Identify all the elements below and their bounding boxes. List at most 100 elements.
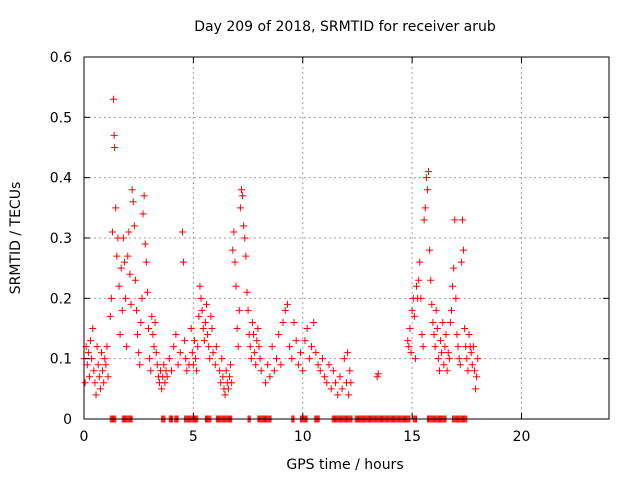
data-point <box>91 379 99 387</box>
data-point <box>227 361 235 369</box>
data-point <box>450 264 458 272</box>
data-point <box>90 367 98 375</box>
data-point <box>197 294 205 302</box>
data-point <box>251 349 259 357</box>
data-point <box>456 361 464 369</box>
data-point <box>465 331 473 339</box>
data-point <box>473 373 481 381</box>
data-point <box>292 337 300 345</box>
y-tick-label: 0.3 <box>50 231 72 247</box>
data-point <box>142 258 150 266</box>
data-point <box>255 343 263 351</box>
data-point <box>242 252 250 260</box>
data-point <box>152 349 160 357</box>
data-point <box>336 373 344 381</box>
data-point <box>122 294 130 302</box>
data-point <box>110 95 118 103</box>
data-point <box>112 204 120 212</box>
data-point <box>180 258 188 266</box>
data-point <box>230 228 238 236</box>
data-point <box>111 144 119 151</box>
data-point <box>303 325 311 332</box>
data-point <box>247 355 255 363</box>
data-point <box>87 337 95 345</box>
data-point <box>334 391 342 399</box>
data-point <box>161 379 169 387</box>
data-point <box>99 367 107 375</box>
data-point <box>181 337 189 345</box>
data-point <box>407 349 415 357</box>
data-point <box>151 318 159 326</box>
data-point <box>201 318 209 326</box>
data-point <box>110 131 118 139</box>
data-point <box>404 337 412 345</box>
data-point <box>312 349 320 357</box>
data-point <box>299 367 307 375</box>
data-point <box>125 228 133 236</box>
data-point <box>116 331 124 339</box>
data-point <box>209 349 217 357</box>
data-point <box>310 318 318 326</box>
data-point <box>283 300 291 308</box>
data-point <box>470 367 478 375</box>
data-point <box>277 361 285 369</box>
data-point <box>165 355 173 363</box>
data-point <box>262 379 270 387</box>
data-point <box>85 373 93 381</box>
data-point <box>256 355 264 363</box>
data-point <box>427 276 435 284</box>
data-point <box>327 385 335 393</box>
data-point <box>124 252 132 260</box>
data-point <box>176 349 184 357</box>
data-point <box>246 343 254 351</box>
data-point <box>431 343 439 351</box>
data-point <box>429 318 437 326</box>
data-point <box>126 270 134 278</box>
data-point <box>94 361 102 369</box>
data-point <box>130 222 138 230</box>
data-point <box>108 228 116 236</box>
data-point <box>469 343 477 351</box>
data-point <box>194 343 202 351</box>
data-point <box>411 355 419 363</box>
data-point <box>84 349 92 357</box>
data-point <box>270 367 278 375</box>
data-point <box>301 337 309 345</box>
data-point <box>178 228 186 236</box>
data-point <box>418 331 426 339</box>
data-point <box>233 325 241 332</box>
data-point <box>252 361 260 369</box>
data-point <box>234 343 242 351</box>
data-point <box>96 385 104 393</box>
data-point <box>443 367 451 375</box>
x-tick-label: 15 <box>403 429 421 445</box>
data-point <box>101 355 109 363</box>
data-point <box>323 379 331 387</box>
data-point <box>145 325 153 332</box>
data-point <box>131 276 139 284</box>
data-point <box>420 216 428 224</box>
data-point <box>419 343 427 351</box>
data-point <box>243 288 251 296</box>
data-point <box>314 361 322 369</box>
data-point <box>183 367 191 375</box>
data-point <box>321 373 329 381</box>
data-points <box>80 95 482 423</box>
data-point <box>275 331 283 339</box>
data-point <box>435 367 443 375</box>
data-point <box>294 361 302 369</box>
data-point <box>439 318 447 326</box>
data-point <box>225 373 233 381</box>
data-point <box>438 349 446 357</box>
data-point <box>332 379 340 387</box>
data-point <box>83 361 91 369</box>
data-point <box>428 300 436 308</box>
data-point <box>150 343 158 351</box>
data-point <box>133 306 140 314</box>
data-point <box>216 367 224 375</box>
data-point <box>452 294 460 302</box>
data-point <box>434 355 442 363</box>
x-axis-label: GPS time / hours <box>286 457 403 473</box>
data-point <box>136 361 144 369</box>
data-point <box>421 204 429 212</box>
